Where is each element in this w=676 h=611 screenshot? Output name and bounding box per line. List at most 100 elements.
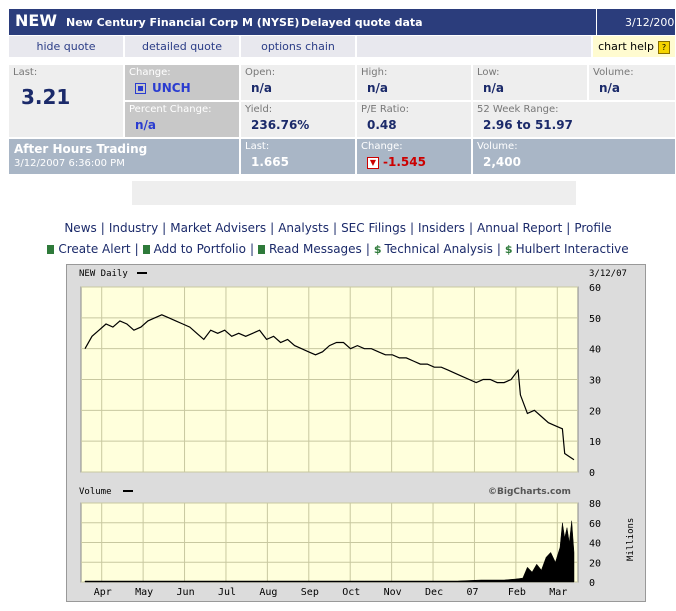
chart-help-link[interactable]: chart help? <box>593 36 675 57</box>
high-label: High: <box>361 67 388 78</box>
volume-tick-label: 0 <box>589 578 595 589</box>
after-hours-volume-cell: Volume: 2,400 <box>473 139 675 174</box>
after-hours-last-cell: Last: 1.665 <box>241 139 355 174</box>
add-to-portfolio-link[interactable]: Add to Portfolio <box>153 242 246 256</box>
week-range-label: 52 Week Range: <box>477 104 559 115</box>
watermark: ©BigCharts.com <box>488 487 571 497</box>
price-chart-date: 3/12/07 <box>589 269 627 279</box>
delayed-label: Delayed quote data <box>301 16 423 29</box>
pe-ratio-label: P/E Ratio: <box>361 104 409 115</box>
pe-ratio-value: 0.48 <box>367 118 397 132</box>
low-value: n/a <box>483 81 505 95</box>
price-tick-label: 50 <box>589 314 601 325</box>
link-separator: | <box>100 221 105 235</box>
after-hours-time: 3/12/2007 6:36:00 PM <box>14 158 125 169</box>
ticker-symbol: NEW <box>15 11 57 30</box>
price-tick-label: 40 <box>589 345 601 356</box>
open-value: n/a <box>251 81 273 95</box>
x-tick-label: Mar <box>549 587 567 598</box>
high-value: n/a <box>367 81 389 95</box>
volume-tick-label: 40 <box>589 539 601 550</box>
week-range-value: 2.96 to 51.97 <box>483 118 573 132</box>
volume-series-area <box>84 520 575 583</box>
hulbert-interactive-link[interactable]: Hulbert Interactive <box>515 242 629 256</box>
read-messages-link[interactable]: Read Messages <box>269 242 362 256</box>
price-series-line <box>84 314 575 461</box>
x-tick-label: May <box>135 587 153 598</box>
header-divider <box>596 9 597 35</box>
volume-chart-title: Volume <box>79 487 112 497</box>
yield-label: Yield: <box>245 104 273 115</box>
news-link[interactable]: News <box>64 221 97 235</box>
volume-title-strip <box>67 483 645 497</box>
link-separator: | <box>566 221 571 235</box>
percent-change-value: n/a <box>135 118 157 132</box>
after-hours-change-value: ▼ -1.545 <box>367 155 426 169</box>
volume-label: Volume: <box>593 67 634 78</box>
link-separator: | <box>162 221 167 235</box>
after-hours-change-cell: Change: ▼ -1.545 <box>357 139 471 174</box>
alert-icon <box>47 245 55 254</box>
change-value: UNCH <box>135 81 191 95</box>
industry-link[interactable]: Industry <box>108 221 159 235</box>
low-cell: Low: n/a <box>473 65 587 100</box>
after-hours-volume-label: Volume: <box>477 141 518 152</box>
x-tick-label: 07 <box>466 587 478 598</box>
price-tick-label: 30 <box>589 376 601 387</box>
x-tick-label: Apr <box>94 587 112 598</box>
detailed-quote-link[interactable]: detailed quote <box>125 36 239 57</box>
technical-analysis-link[interactable]: Technical Analysis <box>384 242 493 256</box>
link-separator: | <box>496 242 501 256</box>
percent-change-cell: Percent Change: n/a <box>125 102 239 137</box>
options-chain-link[interactable]: options chain <box>241 36 355 57</box>
link-separator: | <box>365 242 370 256</box>
market-advisers-link[interactable]: Market Advisers <box>170 221 267 235</box>
yield-value: 236.76% <box>251 118 310 132</box>
price-title-strip <box>67 265 645 279</box>
link-separator: | <box>468 221 473 235</box>
high-cell: High: n/a <box>357 65 471 100</box>
percent-change-label: Percent Change: <box>129 104 212 115</box>
profile-link[interactable]: Profile <box>574 221 612 235</box>
price-chart: NEW Daily 3/12/07 Volume ©BigCharts.com Apr M… <box>66 264 646 602</box>
help-icon: ? <box>657 40 670 54</box>
messages-icon <box>258 245 265 254</box>
last-cell: Last: 3.21 <box>9 65 123 137</box>
x-tick-label: Dec <box>425 587 443 598</box>
x-tick-label: Jul <box>218 587 236 598</box>
annual-report-link[interactable]: Annual Report <box>476 221 563 235</box>
after-hours-change-text: -1.545 <box>383 155 426 169</box>
volume-unit-label: Millions <box>626 518 636 561</box>
last-price: 3.21 <box>21 85 71 109</box>
low-label: Low: <box>477 67 500 78</box>
quote-header: NEW New Century Financial Corp M (NYSE) … <box>9 9 676 35</box>
after-hours-last-label: Last: <box>245 141 270 152</box>
pe-ratio-cell: P/E Ratio: 0.48 <box>357 102 471 137</box>
tab-spacer <box>357 36 591 57</box>
link-separator: | <box>409 221 415 235</box>
volume-tick-label: 80 <box>589 499 601 510</box>
open-label: Open: <box>245 67 276 78</box>
after-hours-title-cell: After Hours Trading 3/12/2007 6:36:00 PM <box>9 139 239 174</box>
price-chart-svg: NEW Daily 3/12/07 Volume ©BigCharts.com Apr M… <box>67 265 645 598</box>
open-cell: Open: n/a <box>241 65 355 100</box>
after-hours-volume-value: 2,400 <box>483 155 521 169</box>
price-tick-label: 20 <box>589 406 601 417</box>
insiders-link[interactable]: Insiders <box>418 221 465 235</box>
x-tick-label: Aug <box>259 587 277 598</box>
dollar-icon: $ <box>373 243 382 256</box>
volume-value: n/a <box>599 81 621 95</box>
volume-cell: Volume: n/a <box>589 65 675 100</box>
create-alert-link[interactable]: Create Alert <box>58 242 131 256</box>
x-tick-label: Sep <box>301 587 319 598</box>
after-hours-change-label: Change: <box>361 141 403 152</box>
volume-tick-label: 20 <box>589 558 601 569</box>
analysts-link[interactable]: Analysts <box>278 221 330 235</box>
sec-filings-link[interactable]: SEC Filings <box>341 221 406 235</box>
hide-quote-link[interactable]: hide quote <box>9 36 123 57</box>
tool-links: Create Alert | Add to Portfolio | Read Messa… <box>0 242 676 256</box>
link-separator: | <box>249 242 254 256</box>
yield-cell: Yield: 236.76% <box>241 102 355 137</box>
dollar-icon: $ <box>504 243 513 256</box>
link-separator: | <box>134 242 139 256</box>
